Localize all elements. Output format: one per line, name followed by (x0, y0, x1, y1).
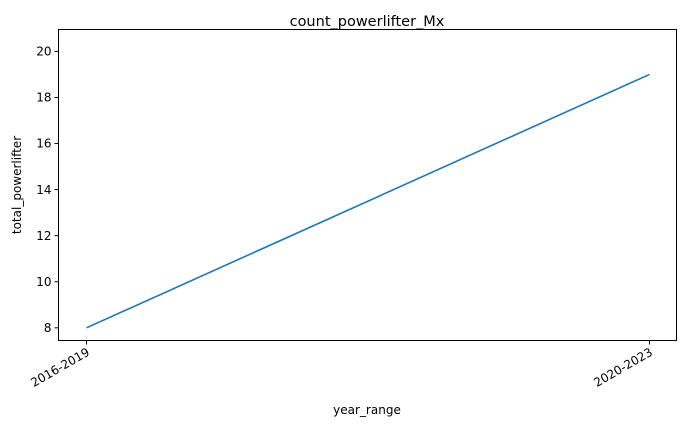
y-tick-label: 10 (36, 275, 51, 289)
y-axis-title: total_powerlifter (10, 136, 24, 234)
y-tick-label: 20 (36, 45, 51, 59)
y-tick-label: 16 (36, 137, 51, 151)
y-tick-label: 12 (36, 229, 51, 243)
plot-area (86, 73, 650, 329)
y-tick-label: 8 (44, 321, 52, 335)
x-axis-title: year_range (333, 403, 401, 417)
y-axis: 8 10 12 14 16 18 20 (36, 45, 59, 335)
chart-title: count_powerlifter_Mx (290, 14, 445, 30)
y-tick-label: 18 (36, 91, 51, 105)
x-tick-label: 2016-2019 (28, 345, 92, 390)
y-tick-label: 14 (36, 183, 51, 197)
x-tick-label: 2020-2023 (591, 345, 655, 390)
x-axis: 2016-2019 2020-2023 (28, 340, 655, 390)
plot-frame (58, 29, 677, 341)
series-line (86, 73, 650, 329)
